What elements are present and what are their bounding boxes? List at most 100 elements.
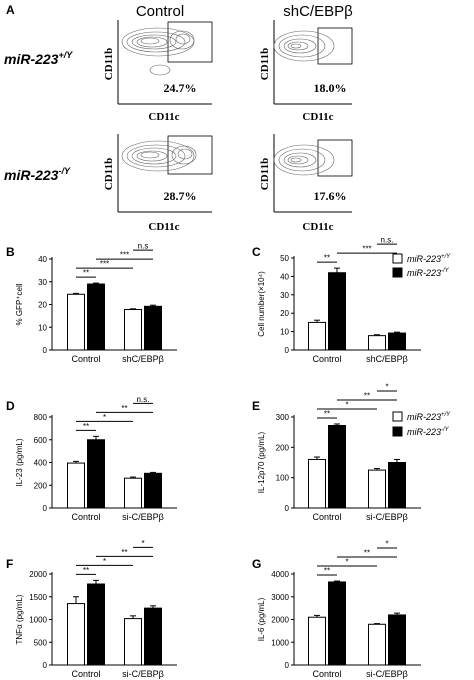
- y-tick-label: 200: [276, 443, 290, 452]
- bar: [328, 272, 346, 351]
- y-tick-label: 40: [38, 255, 47, 264]
- bar: [124, 618, 142, 666]
- y-tick-label: 0: [285, 346, 290, 355]
- bar: [368, 623, 386, 666]
- y-tick-label: 10: [38, 323, 47, 332]
- column-header-control: Control: [136, 3, 184, 20]
- panel-letter: B: [6, 245, 15, 259]
- y-tick-label: 600: [34, 436, 48, 445]
- column-header-shcebpb: shC/EBPβ: [283, 3, 353, 20]
- flow-plot-shcebpb-ko: 17.6% CD11b CD11c: [259, 134, 353, 233]
- bar: [67, 462, 85, 509]
- bar: [388, 332, 406, 351]
- significance-label: **: [83, 269, 89, 278]
- legend-label-wt-base: miR-223: [407, 412, 441, 422]
- significance-label: ***: [120, 251, 129, 260]
- category-label: Control: [312, 669, 341, 679]
- significance-label: n.s.: [137, 395, 150, 404]
- flow-plot-shcebpb-wt: 18.0% CD11b CD11c: [259, 20, 353, 123]
- significance-label: **: [324, 567, 330, 576]
- legend-label-ko-sup: -/Y: [441, 427, 450, 433]
- row-label-wt-base: miR-223: [4, 51, 59, 67]
- legend-swatch-ko: [392, 267, 403, 278]
- legend-swatch-wt: [392, 411, 403, 422]
- category-label: shC/EBPβ: [366, 354, 408, 364]
- y-tick-label: 100: [276, 474, 290, 483]
- y-tick-label: 400: [34, 459, 48, 468]
- bar: [328, 424, 346, 509]
- significance-label: **: [83, 422, 89, 431]
- bar: [67, 293, 85, 351]
- significance-label: **: [121, 548, 127, 557]
- panel-a: A Control shC/EBPβ miR-223+/Y miR-223-/Y: [4, 3, 353, 233]
- bar: [388, 462, 406, 509]
- significance-label: **: [364, 391, 370, 400]
- legend-label-ko: miR-223-/Y: [407, 427, 450, 437]
- significance-label: *: [345, 400, 348, 409]
- y-tick-label: 10: [280, 328, 289, 337]
- bar: [328, 581, 346, 666]
- significance-label: *: [141, 539, 144, 548]
- category-label: shC/EBPβ: [122, 354, 164, 364]
- category-label: si-C/EBPβ: [122, 512, 164, 522]
- category-label: si-C/EBPβ: [122, 669, 164, 679]
- y-tick-label: 500: [34, 638, 48, 647]
- significance-label: *: [345, 558, 348, 567]
- bar: [124, 309, 142, 351]
- y-tick-label: 20: [38, 301, 47, 310]
- legend-label-wt: miR-223+/Y: [407, 412, 451, 422]
- y-axis-label: IL-6 (pg/mL): [257, 597, 266, 641]
- panel-letter: E: [252, 399, 260, 413]
- legend-label-ko: miR-223-/Y: [407, 268, 450, 278]
- row-label-wt: miR-223+/Y: [4, 50, 73, 67]
- flow-plot-contours: [121, 140, 197, 172]
- category-label: si-C/EBPβ: [366, 669, 408, 679]
- bar: [144, 607, 162, 666]
- significance-label: n.s.: [381, 236, 394, 245]
- y-tick-label: 0: [285, 661, 290, 670]
- flow-plot-percentage: 17.6%: [314, 189, 347, 203]
- bar: [308, 458, 326, 509]
- flow-plot-control-ko: 28.7% CD11b CD11c: [103, 134, 213, 233]
- y-tick-label: 40: [280, 272, 289, 281]
- panel-letter: F: [6, 557, 13, 571]
- flow-plot-xlabel: CD11c: [302, 221, 333, 233]
- y-tick-label: 0: [285, 504, 290, 513]
- flow-plot-contours: [121, 27, 195, 76]
- y-tick-label: 2000: [271, 616, 289, 625]
- y-tick-label: 30: [38, 278, 47, 287]
- flow-plot-ylabel: CD11b: [259, 158, 271, 190]
- panel-e-chart: E 0 100 200 300 IL-12p70 (pg/mL) Control si-C/E…: [252, 382, 421, 522]
- y-tick-label: 2000: [29, 570, 47, 579]
- panel-d-chart: D 0 200 400 600 800 IL-23 (pg/mL) Control si-C/E…: [6, 395, 177, 522]
- row-label-ko: miR-223-/Y: [4, 166, 71, 183]
- flow-plot-xlabel: CD11c: [302, 111, 333, 123]
- y-tick-label: 4000: [271, 570, 289, 579]
- legend-label-ko-base: miR-223: [407, 427, 441, 437]
- y-tick-label: 0: [43, 504, 48, 513]
- significance-label: **: [364, 549, 370, 558]
- bar: [87, 283, 105, 351]
- panel-f-chart: F 0 500 1000 1500 2000 TNFα (pg/mL) Control si-C…: [6, 539, 177, 679]
- legend-label-wt-base: miR-223: [407, 254, 441, 264]
- y-tick-label: 0: [43, 661, 48, 670]
- significance-label: *: [103, 413, 106, 422]
- y-axis-label: % GFP⁺cell: [15, 283, 24, 325]
- flow-plot-gate: [317, 27, 353, 65]
- flow-plot-percentage: 24.7%: [164, 81, 197, 95]
- flow-plot-xlabel: CD11c: [148, 111, 179, 123]
- category-label: si-C/EBPβ: [366, 512, 408, 522]
- bar: [368, 335, 386, 351]
- y-tick-label: 50: [280, 254, 289, 263]
- category-label: Control: [71, 512, 100, 522]
- panel-letter: G: [252, 557, 261, 571]
- flow-plot-percentage: 28.7%: [164, 189, 197, 203]
- significance-label: *: [385, 382, 388, 391]
- panel-letter: D: [6, 399, 15, 413]
- y-axis-label: IL-23 (pg/mL): [15, 438, 24, 486]
- panel-c-chart: C 0 10 20 30 40 50 Cell number(×10⁴) Control shC/…: [252, 236, 421, 364]
- panel-letter: C: [252, 245, 261, 259]
- legend-label-wt-sup: +/Y: [441, 412, 451, 418]
